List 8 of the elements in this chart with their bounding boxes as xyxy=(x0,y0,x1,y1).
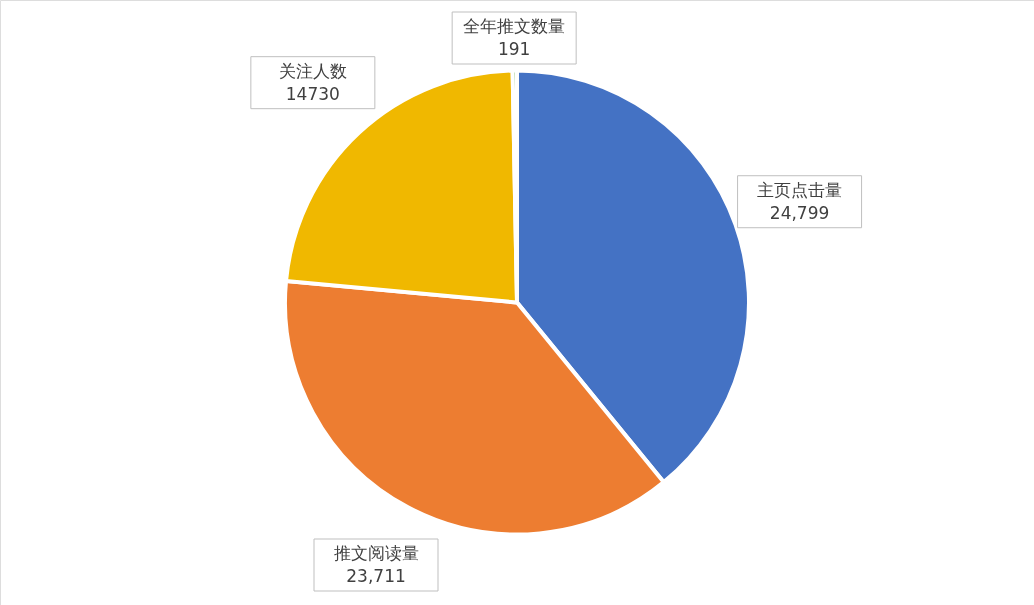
data-label: 191 xyxy=(497,39,531,59)
data-label: 24,799 xyxy=(769,202,830,223)
slice-label: 推文阅读量 xyxy=(333,543,419,563)
data-label: 23,711 xyxy=(346,566,406,586)
slice-label: 关注人数 xyxy=(278,60,347,81)
data-label: 14730 xyxy=(285,83,340,104)
slice-label: 主页点击量 xyxy=(757,179,843,200)
slice-label: 全年推文数量 xyxy=(463,16,566,36)
